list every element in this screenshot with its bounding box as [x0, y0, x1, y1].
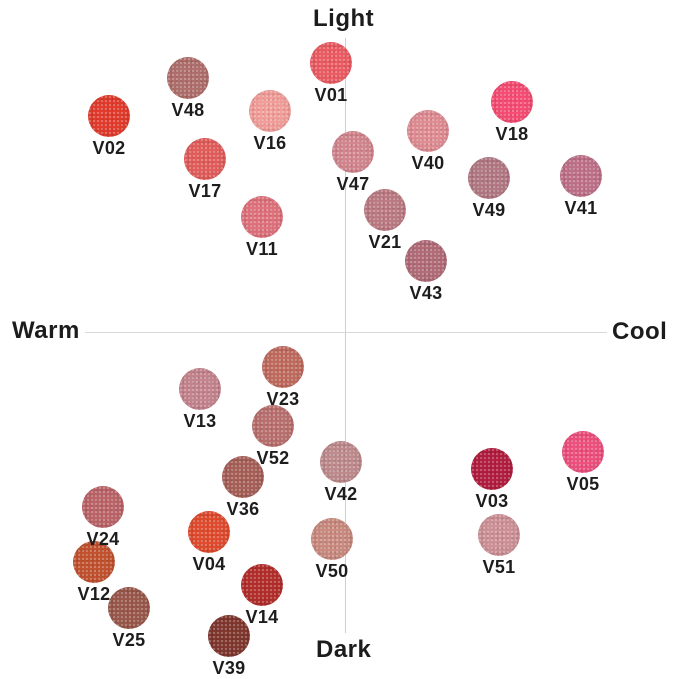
- shade-label-v24: V24: [86, 529, 120, 549]
- light-dark-axis-line: [345, 38, 346, 633]
- shade-swatch-v39: [208, 615, 250, 657]
- shade-label-v14: V14: [245, 607, 279, 627]
- shade-swatch-v24: [82, 486, 124, 528]
- shade-label-v05: V05: [566, 474, 600, 494]
- shade-swatch-v16: [249, 90, 291, 132]
- shade-label-v39: V39: [212, 658, 246, 678]
- shade-label-v25: V25: [112, 630, 146, 650]
- shade-swatch-v23: [262, 346, 304, 388]
- shade-swatch-v14: [241, 564, 283, 606]
- shade-label-v12: V12: [77, 584, 111, 604]
- shade-label-v51: V51: [482, 557, 516, 577]
- shade-swatch-v52: [252, 405, 294, 447]
- shade-swatch-v02: [88, 95, 130, 137]
- shade-label-v50: V50: [315, 561, 349, 581]
- shade-label-v49: V49: [472, 200, 506, 220]
- shade-swatch-v03: [471, 448, 513, 490]
- warm-cool-axis-line: [85, 332, 607, 333]
- shade-label-v21: V21: [368, 232, 402, 252]
- shade-label-v13: V13: [183, 411, 217, 431]
- shade-label-v02: V02: [92, 138, 126, 158]
- shade-swatch-v48: [167, 57, 209, 99]
- shade-swatch-v13: [179, 368, 221, 410]
- shade-swatch-v01: [310, 42, 352, 84]
- shade-swatch-v04: [188, 511, 230, 553]
- shade-label-v48: V48: [171, 100, 205, 120]
- shade-swatch-v50: [311, 518, 353, 560]
- shade-swatch-v11: [241, 196, 283, 238]
- shade-swatch-v21: [364, 189, 406, 231]
- axis-label-dark: Dark: [316, 636, 372, 663]
- shade-swatch-v47: [332, 131, 374, 173]
- shade-swatch-v40: [407, 110, 449, 152]
- shade-label-v11: V11: [246, 239, 278, 259]
- shade-swatch-v43: [405, 240, 447, 282]
- shade-label-v03: V03: [475, 491, 509, 511]
- axis-label-warm: Warm: [12, 317, 80, 344]
- shade-label-v18: V18: [495, 124, 529, 144]
- shade-swatch-v51: [478, 514, 520, 556]
- shade-swatch-v36: [222, 456, 264, 498]
- shade-label-v42: V42: [324, 484, 358, 504]
- shade-swatch-v49: [468, 157, 510, 199]
- shade-label-v43: V43: [409, 283, 443, 303]
- shade-swatch-v25: [108, 587, 150, 629]
- shade-label-v36: V36: [226, 499, 260, 519]
- shade-label-v40: V40: [411, 153, 445, 173]
- shade-swatch-v18: [491, 81, 533, 123]
- shade-label-v01: V01: [314, 85, 348, 105]
- shade-label-v04: V04: [192, 554, 226, 574]
- shade-label-v52: V52: [256, 448, 290, 468]
- shade-label-v47: V47: [336, 174, 370, 194]
- shade-swatch-v41: [560, 155, 602, 197]
- axis-label-light: Light: [313, 5, 375, 32]
- shade-label-v16: V16: [253, 133, 287, 153]
- shade-swatch-v42: [320, 441, 362, 483]
- axis-label-cool: Cool: [612, 318, 668, 345]
- shade-label-v17: V17: [188, 181, 222, 201]
- shade-swatch-v17: [184, 138, 226, 180]
- shade-swatch-v12: [73, 541, 115, 583]
- shade-label-v23: V23: [266, 389, 300, 409]
- shade-label-v41: V41: [564, 198, 598, 218]
- shade-swatch-v05: [562, 431, 604, 473]
